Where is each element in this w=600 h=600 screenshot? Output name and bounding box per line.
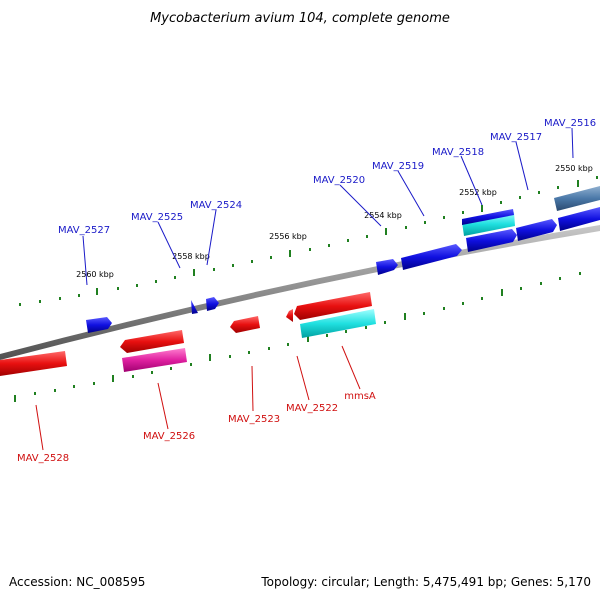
kbp-label-2558: 2558 kbp <box>172 252 210 261</box>
label-MAV_2524: MAV_2524 <box>190 200 242 211</box>
cds-MAV_2518 <box>462 212 515 236</box>
topology-text: Topology: circular; Length: 5,475,491 bp… <box>260 575 591 589</box>
label-MAV_2516: MAV_2516 <box>544 118 596 129</box>
inner-tick-row <box>14 272 581 402</box>
outer-tick-row <box>19 176 598 306</box>
label-MAV_2523: MAV_2523 <box>228 414 280 425</box>
gene-MAV_2524[interactable] <box>206 297 219 311</box>
gene-MAV_2516[interactable] <box>558 207 600 231</box>
label-MAV_2526: MAV_2526 <box>143 431 195 442</box>
gene-other-steel[interactable] <box>554 186 600 211</box>
forward-strand-genes <box>86 186 600 333</box>
label-MAV_2517: MAV_2517 <box>490 132 542 143</box>
cds-MAV_2518-top <box>462 209 514 225</box>
gene-MAV_2519[interactable] <box>401 244 462 270</box>
gene-MAV_2520[interactable] <box>376 259 398 275</box>
gene-MAV_2522[interactable] <box>286 309 293 322</box>
cds-mmsA <box>300 309 376 338</box>
gene-MAV_2517[interactable] <box>516 219 557 241</box>
gene-MAV_2528[interactable] <box>0 351 67 376</box>
kbp-label-2554: 2554 kbp <box>364 211 402 220</box>
label-MAV_2522: MAV_2522 <box>286 403 338 414</box>
label-leaders <box>35 127 574 451</box>
kbp-label-2550: 2550 kbp <box>555 164 593 173</box>
cds-MAV_2526 <box>122 348 187 372</box>
gene-MAV_2526[interactable] <box>120 330 184 353</box>
gene-MAV_2518[interactable] <box>466 229 517 252</box>
kbp-label-2552: 2552 kbp <box>459 188 497 197</box>
gene-mmsA[interactable] <box>294 292 372 320</box>
label-MAV_2528: MAV_2528 <box>17 453 69 464</box>
label-MAV_2519: MAV_2519 <box>372 161 424 172</box>
label-MAV_2518: MAV_2518 <box>432 147 484 158</box>
reverse-strand-genes <box>0 292 376 376</box>
gene-MAV_2525[interactable] <box>191 300 198 314</box>
gene-MAV_2527[interactable] <box>86 317 112 333</box>
kbp-label-2556: 2556 kbp <box>269 232 307 241</box>
label-MAV_2527: MAV_2527 <box>58 225 110 236</box>
label-MAV_2520: MAV_2520 <box>313 175 365 186</box>
map-title: Mycobacterium avium 104, complete genome <box>150 11 450 26</box>
gene-MAV_2523[interactable] <box>230 316 260 333</box>
accession-text: Accession: NC_008595 <box>9 575 145 589</box>
kbp-label-2560: 2560 kbp <box>76 270 114 279</box>
label-mmsA: mmsA <box>344 391 376 402</box>
label-MAV_2525: MAV_2525 <box>131 212 183 223</box>
genome-backbone <box>0 225 600 360</box>
